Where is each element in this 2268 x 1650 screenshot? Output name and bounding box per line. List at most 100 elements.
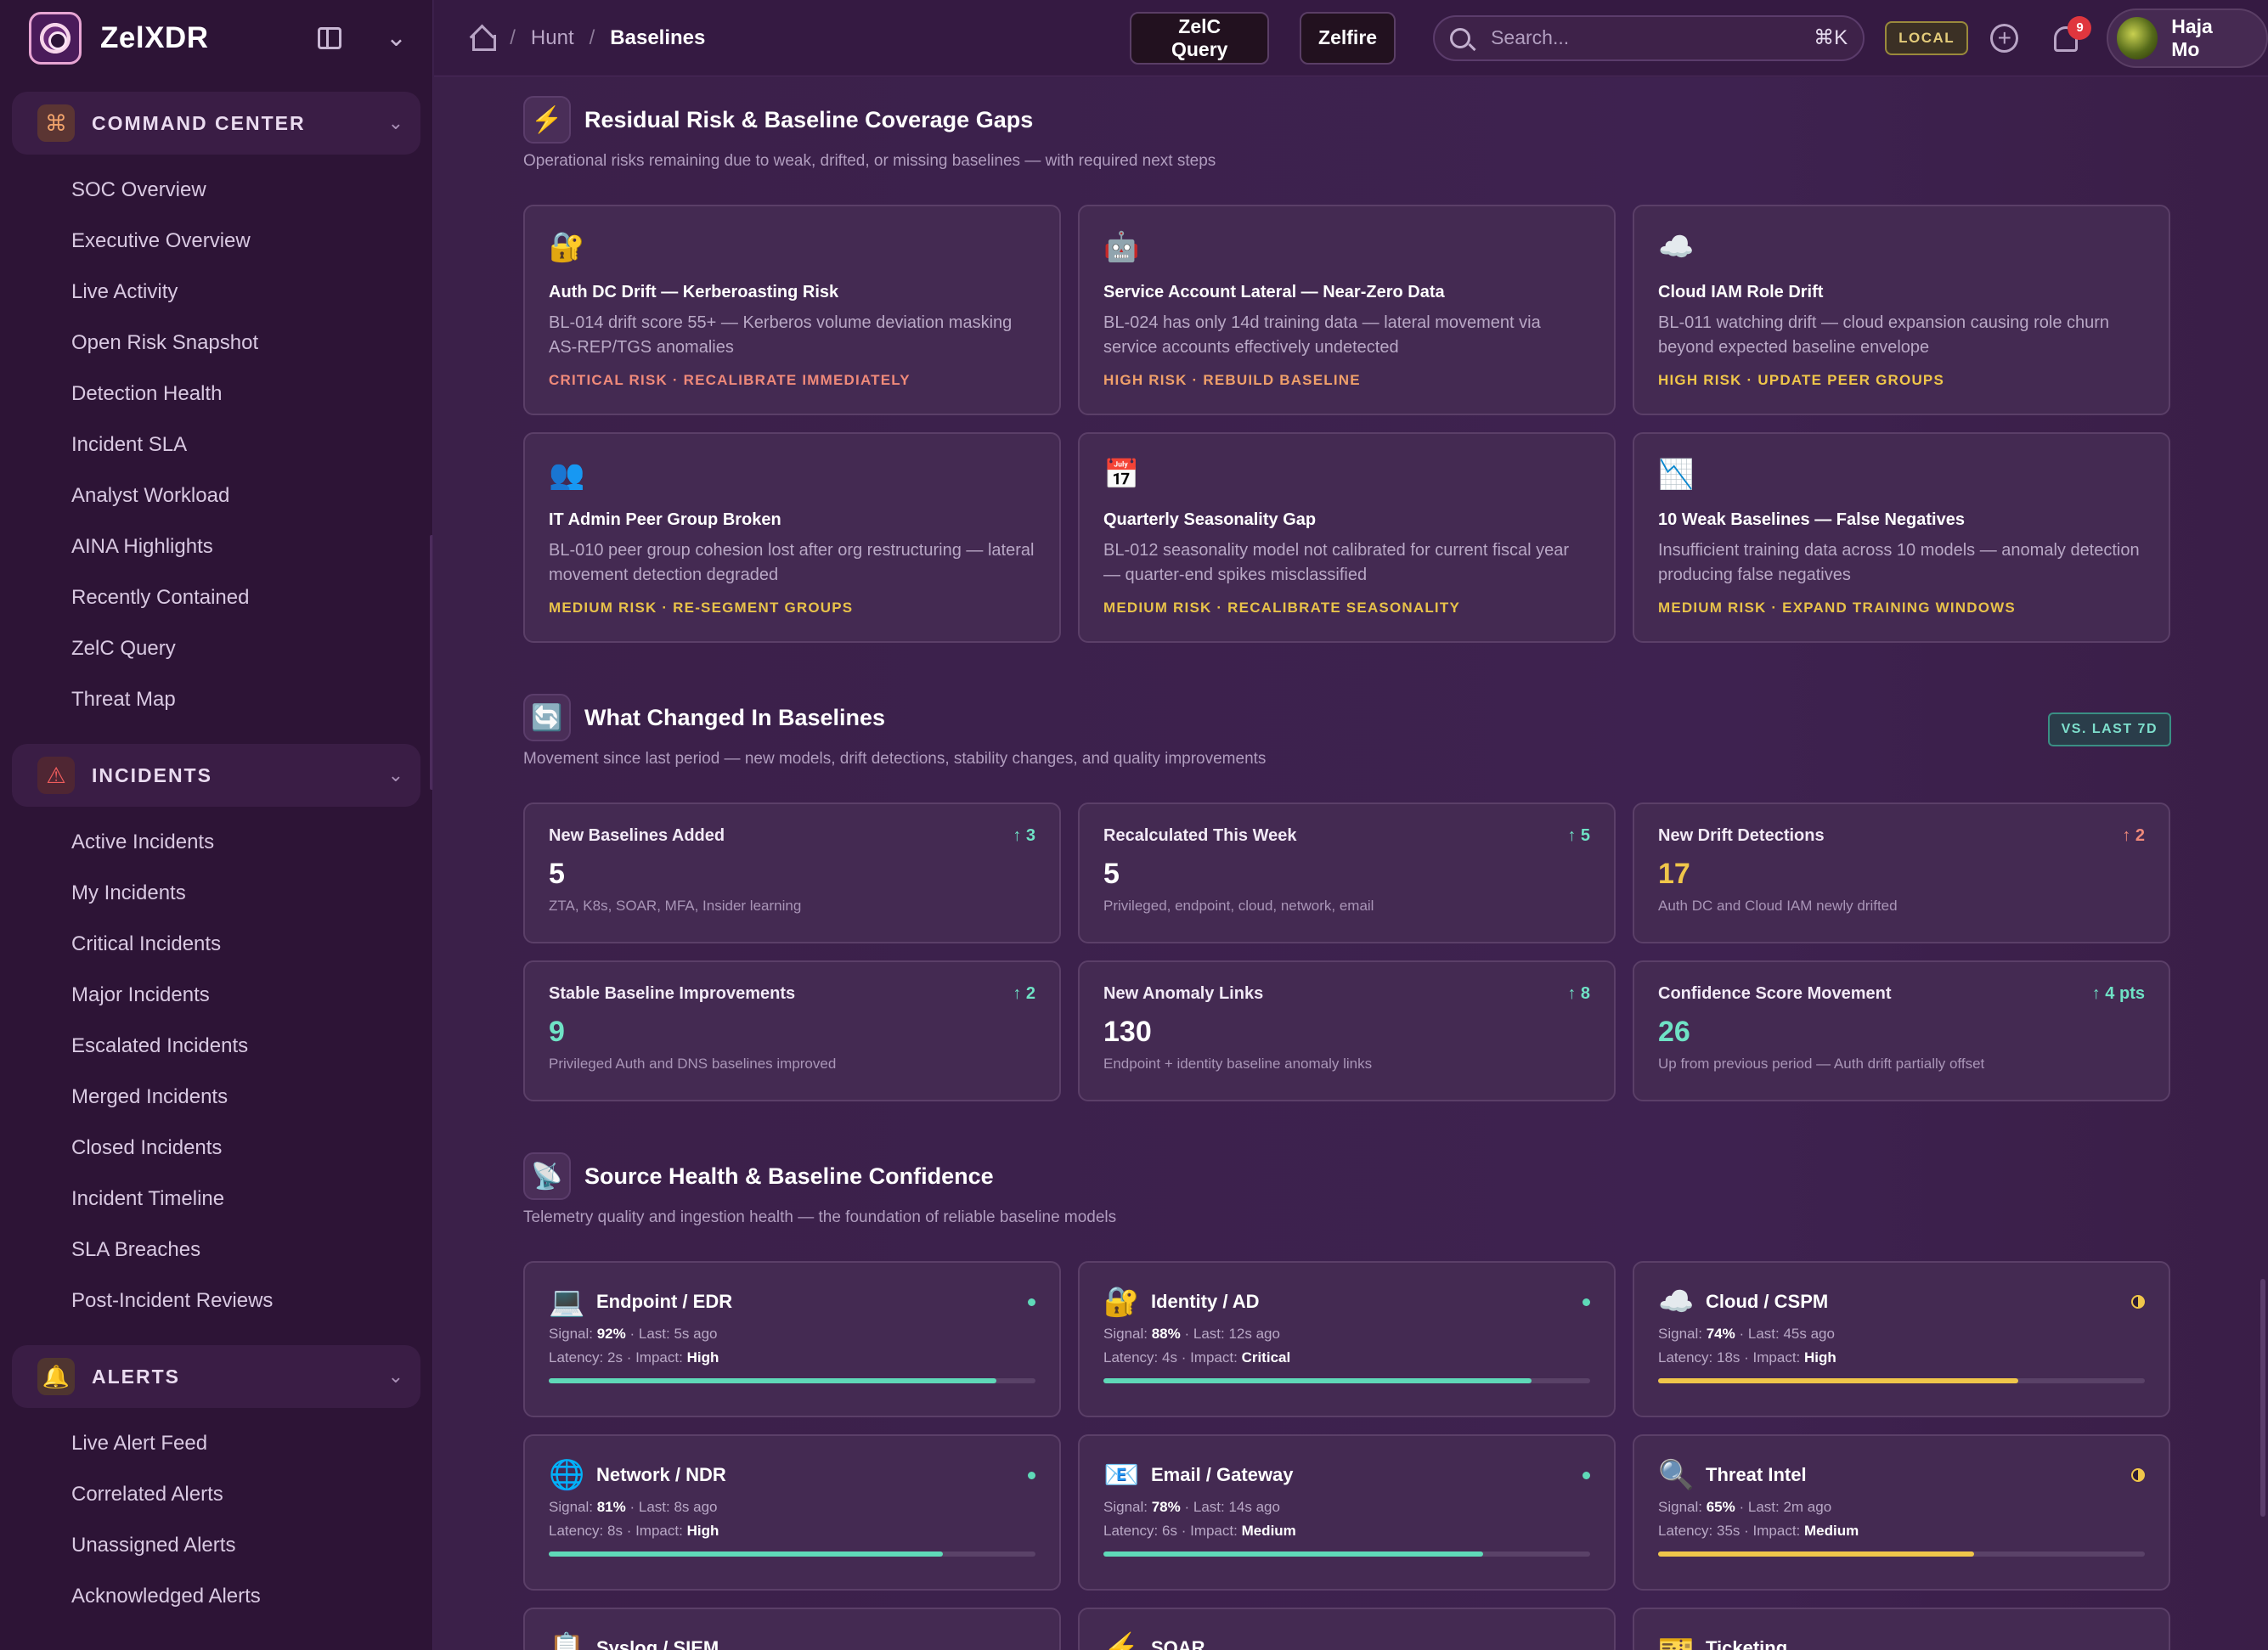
source-card-network-ndr[interactable]: 🌐 Network / NDR Signal: 81% · Last: 8s ago… — [523, 1434, 1061, 1591]
metric-label: Latency: — [1658, 1349, 1713, 1366]
sidebar-item-major-incidents[interactable]: Major Incidents — [71, 983, 210, 1006]
change-value: 17 — [1658, 858, 1690, 890]
changes-section: 🔄 What Changed In Baselines Movement sin… — [523, 694, 2171, 1101]
sidebar-item-active-incidents[interactable]: Active Incidents — [71, 831, 215, 853]
latency-value: 6s — [1162, 1523, 1177, 1539]
risk-description: BL-014 drift score 55+ — Kerberos volume… — [549, 313, 1013, 357]
breadcrumb-separator: / — [589, 25, 595, 49]
source-card-email-gateway[interactable]: 📧 Email / Gateway Signal: 78% · Last: 14s … — [1078, 1434, 1616, 1591]
source-name: Network / NDR — [596, 1464, 726, 1485]
nav-group-alerts[interactable]: 🔔 ALERTS ⌄ — [12, 1345, 420, 1408]
source-signal-line: Signal: 88% · Last: 12s ago — [1103, 1326, 1590, 1343]
last-seen: 2m ago — [1783, 1499, 1832, 1515]
home-icon[interactable] — [470, 26, 497, 51]
sidebar-item-merged-incidents[interactable]: Merged Incidents — [71, 1085, 228, 1108]
source-name: Email / Gateway — [1151, 1464, 1294, 1485]
metric-label: · Impact: — [1744, 1349, 1801, 1366]
collapse-all-icon[interactable]: ⌄ — [385, 24, 407, 52]
nav-list: Live Alert Feed Correlated Alerts Unassign… — [0, 1408, 432, 1625]
risk-icon: 👥 — [549, 459, 585, 491]
change-card[interactable]: Stable Baseline Improvements ↑ 2 9 Privileg… — [523, 960, 1061, 1101]
sidebar-item-post-incident-reviews[interactable]: Post-Incident Reviews — [71, 1289, 274, 1312]
source-card-cloud-cspm[interactable]: ☁️ Cloud / CSPM Signal: 74% · Last: 45s ag… — [1633, 1261, 2170, 1417]
residual-risk-section: ⚡ Residual Risk & Baseline Coverage Gaps… — [523, 96, 2171, 643]
sidebar-item-sla-breaches[interactable]: SLA Breaches — [71, 1238, 201, 1261]
main-scrollbar[interactable] — [2260, 1279, 2265, 1517]
sidebar-item-my-incidents[interactable]: My Incidents — [71, 881, 186, 904]
risk-card[interactable]: ☁️ Cloud IAM Role Drift BL-011 watching dr… — [1633, 205, 2170, 415]
search-box[interactable]: ⌘K — [1433, 14, 1865, 61]
change-note: Up from previous period — Auth drift par… — [1658, 1056, 1985, 1072]
latency-value: 35s — [1717, 1523, 1740, 1539]
metric-label: · Last: — [1739, 1326, 1780, 1342]
source-health-section: 📡 Source Health & Baseline Confidence Te… — [523, 1152, 2171, 1650]
source-signal-line: Signal: 81% · Last: 8s ago — [549, 1499, 1035, 1516]
comparison-badge[interactable]: VS. LAST 7D — [2047, 712, 2171, 746]
sidebar-item-incident-sla[interactable]: Incident SLA — [71, 433, 188, 456]
metric-label: · Last: — [1184, 1326, 1225, 1342]
risk-card[interactable]: 🔐 Auth DC Drift — Kerberoasting Risk BL-01… — [523, 205, 1061, 415]
toggle-sidebar-icon[interactable] — [317, 27, 341, 49]
sidebar-item-correlated-alerts[interactable]: Correlated Alerts — [71, 1483, 223, 1506]
sidebar-item-executive-overview[interactable]: Executive Overview — [71, 229, 251, 252]
change-card[interactable]: Recalculated This Week ↑ 5 5 Privileged, en… — [1078, 802, 1616, 943]
sidebar-item-escalated-incidents[interactable]: Escalated Incidents — [71, 1034, 249, 1057]
source-card-threat-intel[interactable]: 🔍 Threat Intel Signal: 65% · Last: 2m ago L… — [1633, 1434, 2170, 1591]
risk-description: Insufficient training data across 10 mod… — [1658, 541, 2140, 584]
zelc-query-button[interactable]: ZelC Query — [1130, 11, 1270, 65]
change-card[interactable]: New Anomaly Links ↑ 8 130 Endpoint + identi… — [1078, 960, 1616, 1101]
nav-list: SOC Overview Executive Overview Live Activ… — [0, 155, 432, 729]
sidebar-item-analyst-workload[interactable]: Analyst Workload — [71, 484, 230, 507]
source-card-soar[interactable]: ⚡ SOAR — [1078, 1608, 1616, 1650]
sidebar-item-incident-timeline[interactable]: Incident Timeline — [71, 1187, 225, 1210]
sidebar-item-recently-contained[interactable]: Recently Contained — [71, 586, 250, 609]
sidebar-item-zelc-query[interactable]: ZelC Query — [71, 637, 176, 660]
change-card[interactable]: New Drift Detections ↑ 2 17 Auth DC and Clo… — [1633, 802, 2170, 943]
sidebar-item-threat-map[interactable]: Threat Map — [71, 688, 176, 711]
sidebar-item-soc-overview[interactable]: SOC Overview — [71, 178, 206, 201]
sidebar-item-open-risk-snapshot[interactable]: Open Risk Snapshot — [71, 331, 259, 354]
risk-card[interactable]: 📉 10 Weak Baselines — False Negatives Insu… — [1633, 432, 2170, 643]
notifications-button[interactable]: 9 — [2052, 15, 2092, 55]
risk-icon: ☁️ — [1658, 231, 1695, 263]
source-card-syslog-siem[interactable]: 📋 Syslog / SIEM — [523, 1608, 1061, 1650]
source-card-ticketing[interactable]: 🎫 Ticketing — [1633, 1608, 2170, 1650]
sidebar-item-unassigned-alerts[interactable]: Unassigned Alerts — [71, 1534, 236, 1557]
metric-label: · Last: — [629, 1326, 670, 1342]
sidebar-item-acknowledged-alerts[interactable]: Acknowledged Alerts — [71, 1585, 261, 1608]
signal-bar — [1658, 1378, 2145, 1383]
sidebar-scrollbar[interactable] — [430, 535, 432, 790]
source-latency-line: Latency: 6s · Impact: Medium — [1103, 1523, 1590, 1540]
risk-card[interactable]: 📅 Quarterly Seasonality Gap BL-012 seasona… — [1078, 432, 1616, 643]
topbar: / Hunt / Baselines ZelC Query Zelfire ⌘K… — [434, 0, 2268, 76]
add-icon[interactable]: + — [1990, 23, 2019, 53]
nav-group-label: ALERTS — [92, 1365, 180, 1388]
signal-bar-fill — [549, 1551, 944, 1557]
sidebar-item-critical-incidents[interactable]: Critical Incidents — [71, 932, 222, 955]
nav-group-incidents[interactable]: ⚠ INCIDENTS ⌄ — [12, 744, 420, 807]
search-input[interactable] — [1491, 26, 1814, 49]
change-label: Confidence Score Movement — [1658, 984, 1892, 1003]
source-latency-line: Latency: 2s · Impact: High — [549, 1349, 1035, 1366]
user-menu[interactable]: Haja Mo — [2106, 8, 2268, 68]
sidebar-item-aina-highlights[interactable]: AINA Highlights — [71, 535, 213, 558]
change-label: Stable Baseline Improvements — [549, 984, 796, 1003]
sidebar-item-live-activity[interactable]: Live Activity — [71, 280, 178, 303]
source-card-endpoint-edr[interactable]: 💻 Endpoint / EDR Signal: 92% · Last: 5s ag… — [523, 1261, 1061, 1417]
source-card-identity-ad[interactable]: 🔐 Identity / AD Signal: 88% · Last: 12s ag… — [1078, 1261, 1616, 1417]
change-card[interactable]: New Baselines Added ↑ 3 5 ZTA, K8s, SOAR, M… — [523, 802, 1061, 943]
sidebar-item-detection-health[interactable]: Detection Health — [71, 382, 223, 405]
sidebar-item-live-alert-feed[interactable]: Live Alert Feed — [71, 1432, 208, 1455]
metric-label: Signal: — [1658, 1499, 1702, 1515]
risk-tag: HIGH RISK · UPDATE PEER GROUPS — [1658, 372, 1944, 388]
zelfire-button[interactable]: Zelfire — [1300, 11, 1396, 65]
status-indicator — [2131, 1468, 2145, 1482]
risk-card[interactable]: 🤖 Service Account Lateral — Near-Zero Dat… — [1078, 205, 1616, 415]
user-name: Haja Mo — [2171, 14, 2213, 60]
change-card[interactable]: Confidence Score Movement ↑ 4 pts 26 Up fro… — [1633, 960, 2170, 1101]
risk-card[interactable]: 👥 IT Admin Peer Group Broken BL-010 peer g… — [523, 432, 1061, 643]
metric-label: · Impact: — [1744, 1523, 1801, 1539]
nav-group-command-center[interactable]: ⌘ COMMAND CENTER ⌄ — [12, 92, 420, 155]
sidebar-item-closed-incidents[interactable]: Closed Incidents — [71, 1136, 223, 1159]
breadcrumb-hunt[interactable]: Hunt — [530, 25, 574, 49]
